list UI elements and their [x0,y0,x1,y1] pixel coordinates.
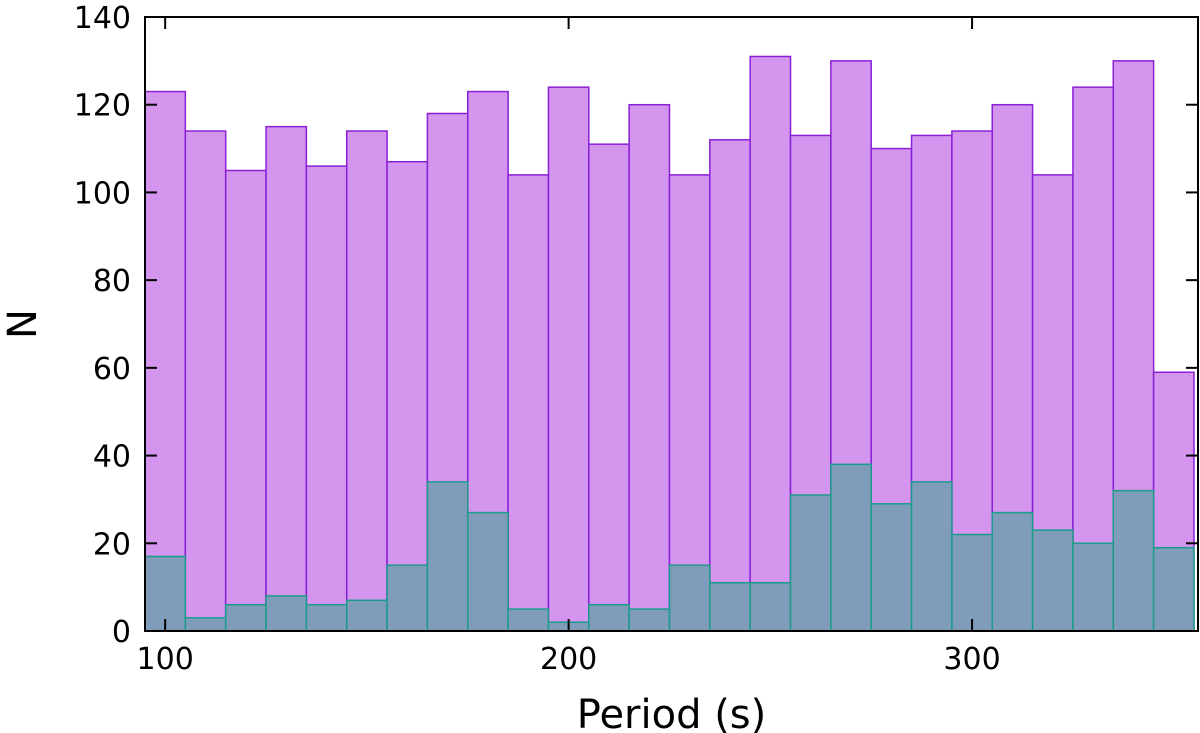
bar-subset-25 [1152,546,1195,632]
bar-all-13 [668,174,711,632]
bar-subset-1 [184,617,227,632]
bars-layer [144,55,1195,632]
bar-all-4 [305,165,348,632]
bar-all-12 [628,103,671,632]
bar-subset-20 [951,533,993,632]
bar-all-14 [709,139,751,632]
bar-subset-2 [224,603,267,632]
bar-subset-16 [789,494,832,632]
bar-subset-6 [386,564,429,632]
bar-subset-4 [305,603,348,632]
bar-all-9 [507,174,550,632]
bar-all-6 [386,160,429,632]
bar-all-5 [345,130,388,632]
y-axis-title: N [0,309,46,339]
bar-subset-7 [426,481,469,632]
bar-all-0 [144,90,187,632]
bar-subset-13 [668,564,711,632]
bar-subset-3 [265,595,308,632]
y-tick-label: 40 [93,440,131,475]
y-tick-label: 80 [93,264,131,299]
bar-subset-8 [467,511,509,632]
bar-subset-19 [910,481,953,632]
bar-all-11 [588,143,630,632]
tick-labels-layer: 0 20 40 60 80 100 120 140 100 200 300 [74,1,1001,677]
x-tick-label: 300 [943,642,1000,677]
bar-subset-18 [870,503,913,632]
bar-subset-11 [588,603,630,632]
y-tick-label: 140 [74,1,131,36]
x-tick-label: 100 [137,642,194,677]
y-tick-label: 0 [112,615,131,650]
bar-subset-21 [991,511,1034,632]
bar-subset-24 [1112,489,1155,632]
bar-subset-14 [709,582,751,632]
bar-all-23 [1072,86,1115,632]
y-tick-label: 20 [93,527,131,562]
bar-subset-22 [1031,529,1074,632]
x-axis-title: Period (s) [577,692,767,733]
bar-subset-17 [830,463,872,632]
bar-all-2 [224,169,267,632]
bar-all-3 [265,125,308,632]
x-tick-label: 200 [540,642,597,677]
bar-subset-5 [345,599,388,632]
bar-subset-9 [507,608,550,632]
y-tick-label: 120 [74,89,131,124]
bar-all-15 [749,55,792,632]
bar-subset-12 [628,608,671,632]
ticks-layer [145,16,1198,632]
y-tick-label: 60 [93,352,131,387]
bar-subset-15 [749,582,792,632]
plot-frame [144,16,1199,632]
y-tick-label: 100 [74,176,131,211]
bar-subset-23 [1072,542,1115,632]
bar-all-1 [184,130,227,632]
bar-all-10 [547,86,590,632]
